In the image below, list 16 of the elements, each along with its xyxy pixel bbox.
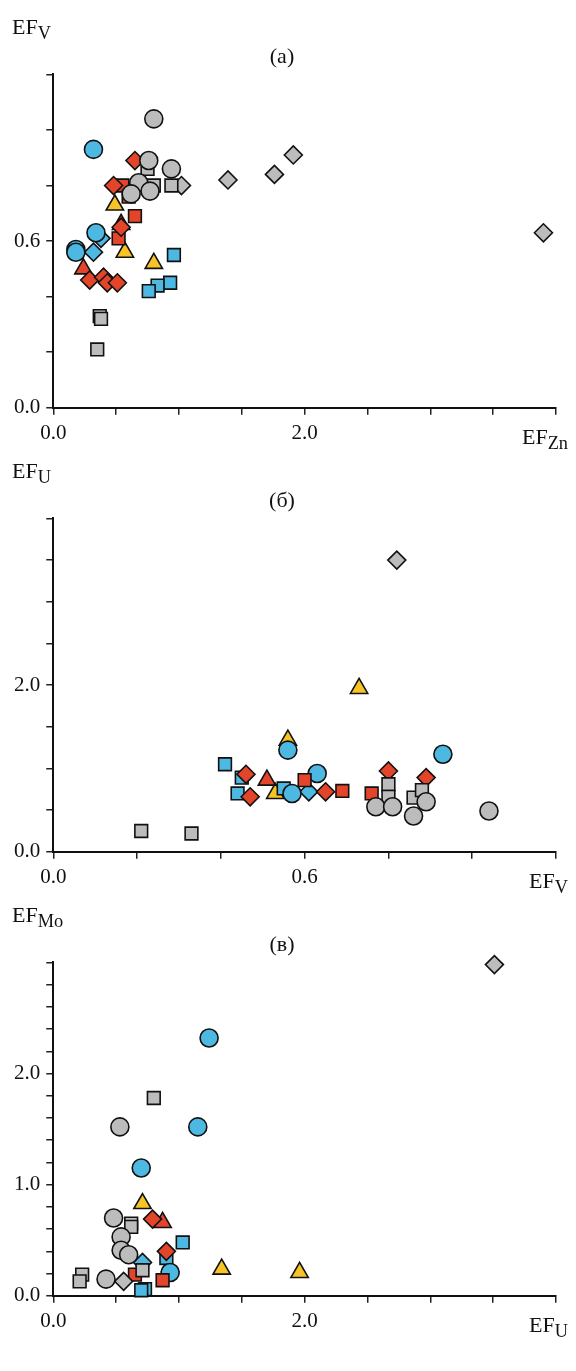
- chart-title: (б): [269, 486, 295, 512]
- y-tick-label: 2.0: [14, 1060, 41, 1085]
- y-tick-label: 2.0: [14, 671, 41, 696]
- y-axis-title: EF$_{U}$: [12, 458, 51, 489]
- x-axis-title: EF$_{U}$: [529, 1311, 568, 1342]
- y-axis-title: EF$_{V}$: [12, 14, 51, 45]
- y-tick-label: 0.6: [14, 227, 41, 252]
- x-axis-title: EF$_{Zn}$: [521, 423, 568, 454]
- chart-title: (a): [269, 42, 295, 68]
- y-tick-label: 1.0: [14, 1171, 41, 1196]
- x-axis-title: EF$_{V}$: [529, 867, 568, 898]
- chart-title: (в): [269, 930, 295, 956]
- y-tick-label: 0.0: [14, 394, 41, 419]
- y-tick-label: 0.0: [14, 1282, 41, 1307]
- y-tick-label: 0.0: [14, 838, 41, 863]
- y-axis-title: EF$_{Mo}$: [12, 902, 64, 933]
